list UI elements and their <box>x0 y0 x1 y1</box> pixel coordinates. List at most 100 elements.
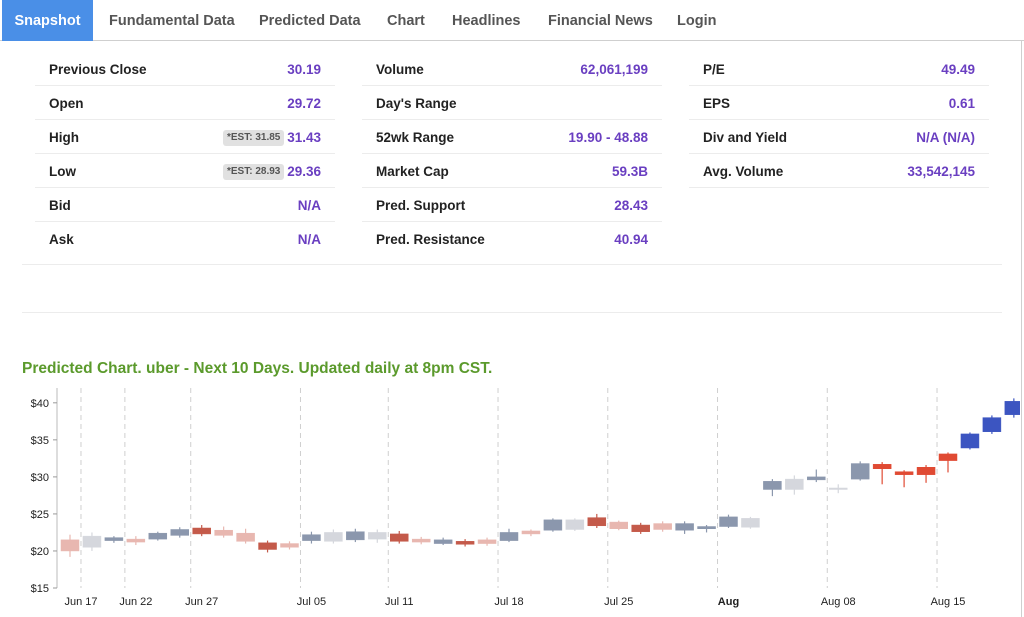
stat-row-bid: Bid N/A <box>35 188 335 222</box>
candle-body <box>719 516 738 527</box>
candle-body <box>631 524 650 532</box>
y-tick-label: $15 <box>31 583 49 595</box>
candle-body <box>697 526 716 529</box>
candle-body <box>411 538 431 543</box>
stat-row-low: Low *EST: 28.93 29.36 <box>35 154 335 188</box>
tab-snapshot[interactable]: Snapshot <box>2 0 93 41</box>
stat-value: 30.19 <box>287 62 321 77</box>
stat-label: Market Cap <box>376 164 449 179</box>
x-tick-label: Jul 25 <box>604 596 633 608</box>
stat-label: Bid <box>49 198 71 213</box>
x-tick-label: Jun 22 <box>119 596 152 608</box>
candle-body <box>302 534 321 541</box>
panel-border <box>1021 41 1022 617</box>
candle-body <box>653 523 672 530</box>
section-divider <box>22 264 1002 265</box>
stat-value: N/A <box>297 232 321 247</box>
x-tick-label: Aug 15 <box>931 596 966 608</box>
x-tick-label: Jul 18 <box>494 596 523 608</box>
x-tick-label: Jul 05 <box>297 596 326 608</box>
candle-body <box>477 539 497 544</box>
candle-body <box>1004 401 1020 415</box>
y-tick-label: $25 <box>31 509 49 521</box>
stat-value: 0.61 <box>948 96 975 111</box>
stat-label: Avg. Volume <box>703 164 784 179</box>
stat-row-volume: Volume 62,061,199 <box>362 52 662 86</box>
y-tick-label: $35 <box>31 435 49 447</box>
candle-body <box>916 467 936 475</box>
stat-row-pe: P/E 49.49 <box>689 52 989 86</box>
candle-body <box>192 527 211 535</box>
candle-body <box>894 471 914 475</box>
stat-label: Low <box>49 164 76 179</box>
stat-label: Ask <box>49 232 74 247</box>
predicted-candlestick-chart: $15 $20 $25 $30 $35 $40 Jun 17 Jun 22 Jun 27 Jul … <box>31 388 1020 608</box>
stat-label: 52wk Range <box>376 130 455 145</box>
tab-predicted-data[interactable]: Predicted Data <box>259 13 361 29</box>
stat-value: 19.90 - 48.88 <box>568 130 648 145</box>
candle-body <box>741 518 760 528</box>
y-tick-label: $40 <box>31 398 49 410</box>
stat-value: 40.94 <box>614 232 648 247</box>
stat-label: Pred. Support <box>376 198 466 213</box>
stat-label: Day's Range <box>376 96 457 111</box>
stat-label: Previous Close <box>49 62 147 77</box>
candle-body <box>324 532 343 542</box>
candle-body <box>675 523 694 531</box>
stat-value: N/A <box>297 198 321 213</box>
stat-row-pred-support: Pred. Support 28.43 <box>362 188 662 222</box>
candle-body <box>236 532 255 542</box>
section-divider <box>22 312 1002 313</box>
stat-value: 33,542,145 <box>907 164 975 179</box>
tab-fundamental-data[interactable]: Fundamental Data <box>109 13 235 29</box>
y-tick-label: $20 <box>31 546 49 558</box>
stat-row-ask: Ask N/A <box>35 222 335 256</box>
x-tick-label: Aug 08 <box>821 596 856 608</box>
candle-body <box>982 417 1002 432</box>
stat-row-previous-close: Previous Close 30.19 <box>35 52 335 86</box>
stat-value: 31.43 <box>287 130 321 145</box>
stat-label: Pred. Resistance <box>376 232 485 247</box>
stat-value: 28.43 <box>614 198 648 213</box>
tab-chart[interactable]: Chart <box>387 13 425 29</box>
candle-body <box>543 519 563 531</box>
stat-value: 49.49 <box>941 62 975 77</box>
candle-body <box>499 532 519 541</box>
candle-body <box>82 535 102 548</box>
stat-row-pred-resistance: Pred. Resistance 40.94 <box>362 222 662 256</box>
candle-body <box>368 532 387 540</box>
tab-financial-news[interactable]: Financial News <box>548 13 653 29</box>
stat-value: 29.72 <box>287 96 321 111</box>
stat-value: 59.3B <box>611 164 648 179</box>
candle-body <box>390 533 409 542</box>
candle-body <box>60 539 80 552</box>
stat-row-market-cap: Market Cap 59.3B <box>362 154 662 188</box>
candle-body <box>455 541 475 545</box>
x-tick-label: Aug <box>718 596 739 608</box>
stat-label: High <box>49 130 79 145</box>
stat-row-div-yield: Div and Yield N/A (N/A) <box>689 120 989 154</box>
stat-row-high: High *EST: 31.85 31.43 <box>35 120 335 154</box>
stat-row-open: Open 29.72 <box>35 86 335 120</box>
candle-body <box>433 539 453 544</box>
candle-body <box>258 542 277 550</box>
candle-body <box>609 521 628 529</box>
stat-label: EPS <box>703 96 731 111</box>
tab-headlines[interactable]: Headlines <box>452 13 521 29</box>
candle-body <box>148 532 168 540</box>
stat-label: Volume <box>376 62 424 77</box>
candle-body <box>280 543 299 548</box>
y-tick-label: $30 <box>31 472 49 484</box>
tab-bar: Snapshot Fundamental Data Predicted Data… <box>0 0 1024 41</box>
stat-row-eps: EPS 0.61 <box>689 86 989 120</box>
candle-body <box>214 529 233 536</box>
candle-body <box>126 538 146 543</box>
candle-body <box>872 464 892 469</box>
candle-body <box>104 537 124 541</box>
stat-label: Open <box>49 96 84 111</box>
candle-body <box>763 481 782 490</box>
candle-body <box>785 478 804 490</box>
tab-login[interactable]: Login <box>677 13 717 29</box>
candle-body <box>170 529 189 536</box>
candle-body <box>960 433 980 449</box>
